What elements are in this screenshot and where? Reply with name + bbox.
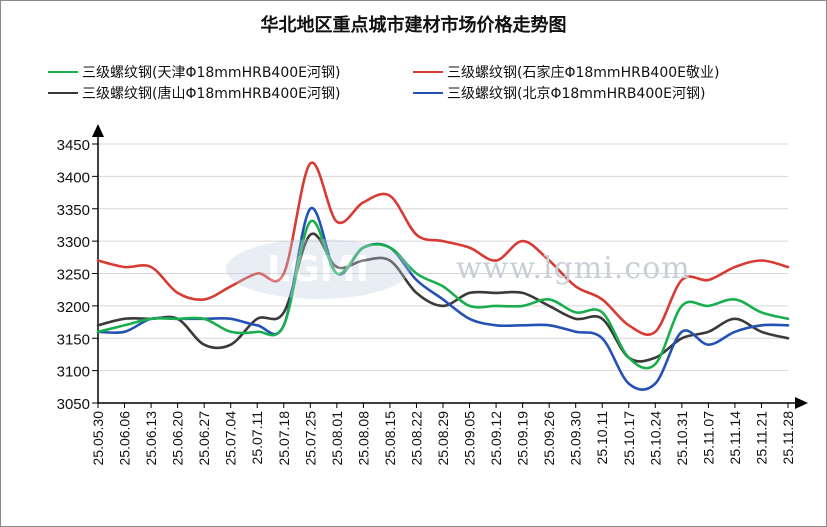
series-line: [96, 161, 790, 337]
y-axis-arrow: [92, 124, 104, 137]
y-tick-label: 3150: [57, 331, 90, 348]
x-tick-label: 25.07.04: [223, 411, 239, 466]
x-tick-label: 25.10.24: [647, 411, 663, 466]
y-tick-label: 3250: [57, 267, 90, 284]
x-tick-label: 25.08.22: [408, 411, 424, 466]
x-tick-label: 25.07.25: [302, 411, 318, 466]
series-lines: [96, 161, 790, 391]
x-tick-label: 25.07.18: [276, 411, 292, 466]
y-tick-label: 3200: [57, 299, 90, 316]
x-tick-label: 25.06.13: [143, 411, 159, 466]
svg-text:LGMI: LGMI: [267, 249, 369, 290]
legend-label: 三级螺纹钢(北京Φ18mmHRB400E河钢): [447, 86, 706, 102]
x-tick-label: 25.08.29: [435, 411, 451, 466]
legend-item-beijing: 三级螺纹钢(北京Φ18mmHRB400E河钢): [413, 84, 705, 102]
x-tick-label: 25.09.19: [515, 411, 531, 466]
x-tick-label: 25.11.07: [700, 411, 716, 465]
legend-swatch: [48, 71, 78, 73]
y-tick-label: 3100: [57, 364, 90, 381]
chart-title: 华北地区重点城市建材市场价格走势图: [260, 15, 567, 36]
x-tick-label: 25.10.11: [594, 411, 610, 465]
x-tick-label: 25.08.15: [382, 411, 398, 466]
legend-label: 三级螺纹钢(天津Φ18mmHRB400E河钢): [82, 65, 341, 81]
x-tick-label: 25.11.21: [753, 411, 769, 465]
legend-item-tianjin: 三级螺纹钢(天津Φ18mmHRB400E河钢): [48, 63, 340, 81]
x-tick-label: 25.11.14: [727, 411, 743, 465]
legend-swatch: [413, 71, 443, 73]
y-tick-label: 3300: [57, 234, 90, 251]
x-tick-label: 25.09.26: [541, 411, 557, 466]
series-line: [96, 207, 790, 391]
legend-item-shijiazhuang: 三级螺纹钢(石家庄Φ18mmHRB400E敬业): [413, 63, 719, 81]
axes: [92, 124, 808, 409]
legend-label: 三级螺纹钢(唐山Φ18mmHRB400E河钢): [82, 86, 341, 102]
x-tick-label: 25.06.06: [117, 411, 133, 466]
watermark-logo: LGMI: [223, 237, 413, 301]
x-tick-label: 25.09.05: [462, 411, 478, 466]
x-tick-label: 25.05.30: [90, 411, 106, 466]
x-tick-label: 25.09.12: [488, 411, 504, 466]
x-axis-ticks: 25.05.30 25.06.06 25.06.13 25.06.20 25.06.27…: [90, 403, 796, 466]
x-tick-label: 25.06.20: [170, 411, 186, 466]
y-tick-label: 3450: [57, 137, 90, 154]
x-tick-label: 25.09.30: [568, 411, 584, 466]
x-axis-arrow: [795, 397, 808, 409]
legend-item-tangshan: 三级螺纹钢(唐山Φ18mmHRB400E河钢): [48, 84, 340, 102]
y-tick-label: 3050: [57, 396, 90, 413]
x-tick-label: 25.11.28: [780, 411, 796, 465]
legend-swatch: [48, 92, 78, 94]
x-tick-label: 25.06.27: [196, 411, 212, 466]
watermark-url: www.lgmi.com: [456, 251, 691, 286]
x-tick-label: 25.08.01: [329, 411, 345, 466]
x-tick-label: 25.10.17: [621, 411, 637, 466]
x-tick-label: 25.10.31: [674, 411, 690, 466]
x-tick-label: 25.07.11: [249, 411, 265, 465]
y-axis-ticks: 3050 3100 3150 3200 3250 3300 3350 3400 3450: [57, 137, 98, 413]
legend-label: 三级螺纹钢(石家庄Φ18mmHRB400E敬业): [447, 65, 720, 81]
series-line: [96, 219, 790, 370]
x-tick-label: 25.08.08: [355, 411, 371, 466]
y-tick-label: 3400: [57, 169, 90, 186]
legend-swatch: [413, 92, 443, 94]
y-tick-label: 3350: [57, 202, 90, 219]
